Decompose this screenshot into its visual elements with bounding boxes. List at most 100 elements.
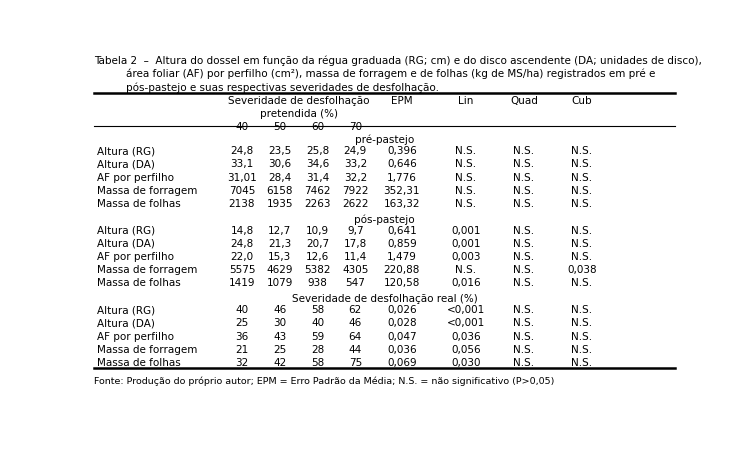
Text: 24,8: 24,8 <box>230 146 254 156</box>
Text: 31,01: 31,01 <box>227 172 256 182</box>
Text: 0,047: 0,047 <box>387 331 417 341</box>
Text: 4629: 4629 <box>266 265 293 275</box>
Text: N.S.: N.S. <box>513 318 535 328</box>
Text: 0,036: 0,036 <box>387 344 417 354</box>
Text: Cub: Cub <box>572 96 592 106</box>
Text: <0,001: <0,001 <box>447 304 485 314</box>
Text: 25: 25 <box>273 344 286 354</box>
Text: 60: 60 <box>311 122 324 132</box>
Text: N.S.: N.S. <box>513 304 535 314</box>
Text: 0,646: 0,646 <box>387 159 417 169</box>
Text: N.S.: N.S. <box>513 159 535 169</box>
Text: AF por perfilho: AF por perfilho <box>97 252 174 262</box>
Text: 17,8: 17,8 <box>344 238 367 248</box>
Text: 0,016: 0,016 <box>451 278 481 288</box>
Text: 31,4: 31,4 <box>306 172 329 182</box>
Text: 0,001: 0,001 <box>451 225 481 235</box>
Text: 10,9: 10,9 <box>306 225 329 235</box>
Text: 75: 75 <box>349 357 362 367</box>
Text: 4305: 4305 <box>342 265 368 275</box>
Text: N.S.: N.S. <box>513 252 535 262</box>
Text: 46: 46 <box>349 318 362 328</box>
Text: N.S.: N.S. <box>513 344 535 354</box>
Text: N.S.: N.S. <box>572 238 592 248</box>
Text: 2263: 2263 <box>304 198 331 208</box>
Text: Severidade de desfolhação real (%): Severidade de desfolhação real (%) <box>292 293 477 303</box>
Text: 352,31: 352,31 <box>383 185 420 195</box>
Text: N.S.: N.S. <box>513 357 535 367</box>
Text: 46: 46 <box>273 304 286 314</box>
Text: N.S.: N.S. <box>513 185 535 195</box>
Text: 28: 28 <box>311 344 324 354</box>
Text: N.S.: N.S. <box>455 185 476 195</box>
Text: N.S.: N.S. <box>572 146 592 156</box>
Text: N.S.: N.S. <box>513 225 535 235</box>
Text: N.S.: N.S. <box>455 172 476 182</box>
Text: 0,056: 0,056 <box>451 344 481 354</box>
Text: Altura (RG): Altura (RG) <box>97 304 154 314</box>
Text: 7922: 7922 <box>342 185 368 195</box>
Text: N.S.: N.S. <box>572 225 592 235</box>
Text: 44: 44 <box>349 344 362 354</box>
Text: N.S.: N.S. <box>513 331 535 341</box>
Text: 1419: 1419 <box>229 278 255 288</box>
Text: 0,396: 0,396 <box>387 146 417 156</box>
Text: 0,859: 0,859 <box>387 238 417 248</box>
Text: N.S.: N.S. <box>455 146 476 156</box>
Text: 25,8: 25,8 <box>306 146 329 156</box>
Text: Fonte: Produção do próprio autor; EPM = Erro Padrão da Média; N.S. = não signifi: Fonte: Produção do próprio autor; EPM = … <box>94 376 554 385</box>
Text: 32: 32 <box>236 357 248 367</box>
Text: 59: 59 <box>311 331 324 341</box>
Text: 70: 70 <box>349 122 361 132</box>
Text: Massa de forragem: Massa de forragem <box>97 185 197 195</box>
Text: 7462: 7462 <box>304 185 331 195</box>
Text: Tabela 2  –  Altura do dossel em função da régua graduada (RG; cm) e do disco as: Tabela 2 – Altura do dossel em função da… <box>94 56 702 66</box>
Text: 62: 62 <box>349 304 362 314</box>
Text: 163,32: 163,32 <box>383 198 420 208</box>
Text: 33,2: 33,2 <box>344 159 367 169</box>
Text: N.S.: N.S. <box>513 198 535 208</box>
Text: pretendida (%): pretendida (%) <box>260 109 338 119</box>
Text: 0,003: 0,003 <box>451 252 481 262</box>
Text: N.S.: N.S. <box>572 172 592 182</box>
Text: 33,1: 33,1 <box>230 159 254 169</box>
Text: AF por perfilho: AF por perfilho <box>97 172 174 182</box>
Text: 25: 25 <box>236 318 248 328</box>
Text: N.S.: N.S. <box>513 172 535 182</box>
Text: N.S.: N.S. <box>572 344 592 354</box>
Text: 2138: 2138 <box>229 198 255 208</box>
Text: Lin: Lin <box>458 96 473 106</box>
Text: N.S.: N.S. <box>455 265 476 275</box>
Text: área foliar (AF) por perfilho (cm²), massa de forragem e de folhas (kg de MS/ha): área foliar (AF) por perfilho (cm²), mas… <box>126 69 655 79</box>
Text: 36: 36 <box>236 331 248 341</box>
Text: 21,3: 21,3 <box>268 238 291 248</box>
Text: 6158: 6158 <box>266 185 293 195</box>
Text: N.S.: N.S. <box>572 278 592 288</box>
Text: N.S.: N.S. <box>513 278 535 288</box>
Text: 9,7: 9,7 <box>347 225 364 235</box>
Text: N.S.: N.S. <box>513 265 535 275</box>
Text: 12,7: 12,7 <box>268 225 291 235</box>
Text: 22,0: 22,0 <box>230 252 254 262</box>
Text: 0,036: 0,036 <box>451 331 481 341</box>
Text: 0,026: 0,026 <box>387 304 417 314</box>
Text: N.S.: N.S. <box>572 304 592 314</box>
Text: 1935: 1935 <box>266 198 293 208</box>
Text: 120,58: 120,58 <box>383 278 420 288</box>
Text: 43: 43 <box>273 331 286 341</box>
Text: 11,4: 11,4 <box>344 252 367 262</box>
Text: N.S.: N.S. <box>572 331 592 341</box>
Text: pós-pastejo: pós-pastejo <box>354 214 415 224</box>
Text: N.S.: N.S. <box>455 198 476 208</box>
Text: 0,038: 0,038 <box>567 265 597 275</box>
Text: 50: 50 <box>273 122 286 132</box>
Text: 42: 42 <box>273 357 286 367</box>
Text: 40: 40 <box>236 304 248 314</box>
Text: 40: 40 <box>311 318 324 328</box>
Text: Altura (DA): Altura (DA) <box>97 159 154 169</box>
Text: N.S.: N.S. <box>572 185 592 195</box>
Text: 30,6: 30,6 <box>268 159 291 169</box>
Text: 1,479: 1,479 <box>387 252 417 262</box>
Text: 0,030: 0,030 <box>451 357 481 367</box>
Text: Quad: Quad <box>510 96 538 106</box>
